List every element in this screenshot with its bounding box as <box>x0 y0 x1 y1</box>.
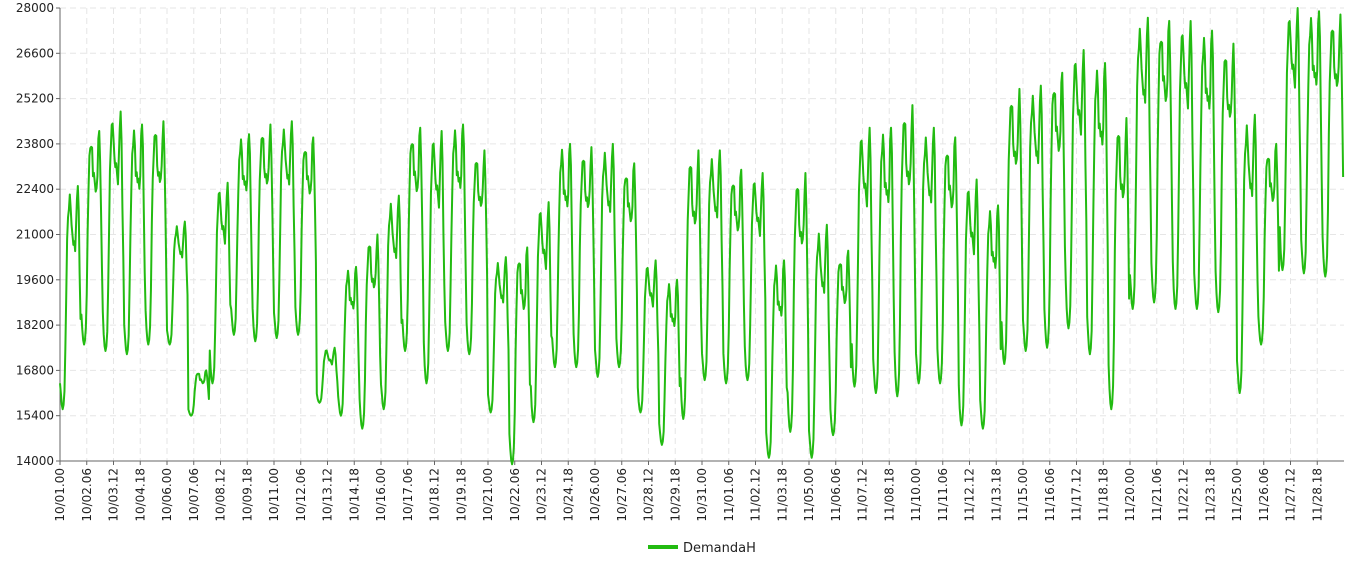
x-tick-label: 11/17.12 <box>1070 468 1084 522</box>
x-tick-label: 11/28.18 <box>1310 468 1324 522</box>
x-tick-label: 10/03.12 <box>107 468 121 522</box>
series-line-demandah <box>59 7 1345 466</box>
x-tick-label: 10/22.06 <box>508 468 522 522</box>
x-tick-label: 11/05.00 <box>802 468 816 522</box>
x-tick-label: 11/11.06 <box>936 468 950 522</box>
x-tick-label: 10/16.00 <box>374 468 388 522</box>
grid-lines <box>59 7 1344 462</box>
x-axis-ticks: 10/01.00 10/02.06 10/03.12 10/04.18 10/06.00… <box>53 461 1324 522</box>
x-tick-label: 10/19.18 <box>454 468 468 522</box>
legend-label: DemandaH <box>683 541 756 556</box>
x-tick-label: 11/01.06 <box>722 468 736 522</box>
x-tick-label: 10/29.18 <box>668 468 682 522</box>
x-tick-label: 10/31.00 <box>695 468 709 522</box>
x-tick-label: 10/13.12 <box>321 468 335 522</box>
x-tick-label: 11/06.06 <box>829 468 843 522</box>
x-tick-label: 10/06.00 <box>160 468 174 522</box>
y-tick-label: 15400 <box>16 409 54 423</box>
y-tick-label: 28000 <box>16 1 54 15</box>
x-tick-label: 10/26.00 <box>588 468 602 522</box>
x-tick-label: 11/03.18 <box>775 468 789 522</box>
x-tick-label: 11/12.12 <box>963 468 977 522</box>
x-tick-label: 11/22.12 <box>1177 468 1191 522</box>
x-tick-label: 11/16.06 <box>1043 468 1057 522</box>
y-tick-label: 19600 <box>16 273 54 287</box>
y-tick-label: 14000 <box>16 454 54 468</box>
x-tick-label: 11/15.00 <box>1016 468 1030 522</box>
x-tick-label: 10/27.06 <box>615 468 629 522</box>
x-tick-label: 11/10.00 <box>909 468 923 522</box>
y-tick-label: 21000 <box>16 228 54 242</box>
x-tick-label: 11/23.18 <box>1203 468 1217 522</box>
x-tick-label: 10/14.18 <box>347 468 361 522</box>
x-tick-label: 10/01.00 <box>53 468 67 522</box>
y-tick-label: 16800 <box>16 363 54 377</box>
x-tick-label: 10/07.06 <box>187 468 201 522</box>
x-tick-label: 11/21.06 <box>1150 468 1164 522</box>
x-tick-label: 11/13.18 <box>989 468 1003 522</box>
legend: DemandaH <box>648 541 756 556</box>
y-tick-label: 25200 <box>16 92 54 106</box>
x-tick-label: 10/28.12 <box>642 468 656 522</box>
y-tick-label: 23800 <box>16 137 54 151</box>
x-tick-label: 10/23.12 <box>535 468 549 522</box>
x-tick-label: 11/07.12 <box>856 468 870 522</box>
x-tick-label: 10/17.06 <box>401 468 415 522</box>
y-tick-label: 18200 <box>16 318 54 332</box>
y-axis-ticks: 14000 15400 16800 18200 19600 21000 22400 23800… <box>16 1 60 468</box>
x-tick-label: 10/11.00 <box>267 468 281 522</box>
x-tick-label: 10/08.12 <box>214 468 228 522</box>
x-tick-label: 11/08.18 <box>882 468 896 522</box>
y-tick-label: 26600 <box>16 46 54 60</box>
x-tick-label: 10/21.00 <box>481 468 495 522</box>
x-tick-label: 11/26.06 <box>1257 468 1271 522</box>
x-tick-label: 11/02.12 <box>749 468 763 522</box>
x-tick-label: 11/25.00 <box>1230 468 1244 522</box>
x-tick-label: 10/12.06 <box>294 468 308 522</box>
x-tick-label: 11/20.00 <box>1123 468 1137 522</box>
x-tick-label: 10/02.06 <box>80 468 94 522</box>
x-tick-label: 10/24.18 <box>561 468 575 522</box>
y-tick-label: 22400 <box>16 182 54 196</box>
x-tick-label: 11/18.18 <box>1096 468 1110 522</box>
x-tick-label: 10/04.18 <box>133 468 147 522</box>
x-tick-label: 11/27.12 <box>1284 468 1298 522</box>
x-tick-label: 10/09.18 <box>240 468 254 522</box>
x-tick-label: 10/18.12 <box>428 468 442 522</box>
